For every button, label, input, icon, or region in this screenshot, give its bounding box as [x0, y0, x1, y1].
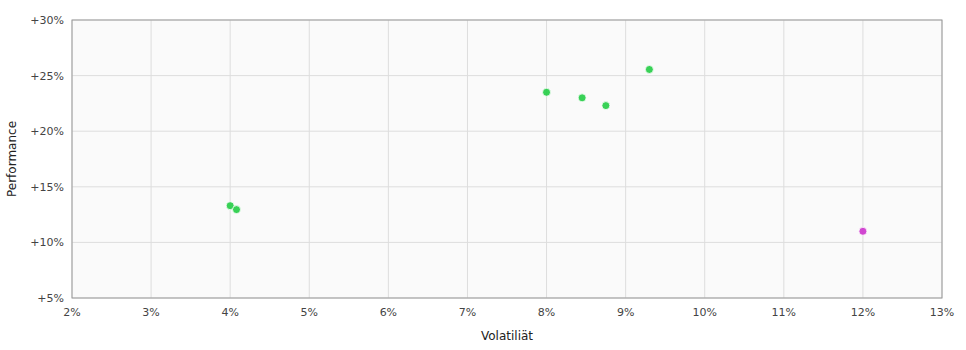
scatter-point	[602, 102, 610, 110]
x-grid-line	[151, 20, 152, 298]
x-grid-line	[625, 20, 626, 298]
y-tick-label: +10%	[30, 236, 64, 249]
x-grid-line	[388, 20, 389, 298]
y-grid-line	[72, 131, 942, 132]
x-tick-label: 4%	[221, 306, 238, 319]
x-grid-line	[783, 20, 784, 298]
x-tick-label: 12%	[851, 306, 875, 319]
y-tick-label: +5%	[37, 292, 64, 305]
x-grid-line	[546, 20, 547, 298]
grid	[72, 20, 942, 298]
x-tick-label: 9%	[617, 306, 634, 319]
series	[859, 227, 867, 235]
y-axis-label: Performance	[5, 121, 19, 197]
plot-background	[72, 20, 942, 298]
y-tick-label: +25%	[30, 70, 64, 83]
x-tick-label: 13%	[930, 306, 954, 319]
data-points	[226, 65, 867, 235]
scatter-point	[859, 227, 867, 235]
x-tick-label: 7%	[459, 306, 476, 319]
x-tick-label: 11%	[772, 306, 796, 319]
x-grid-line	[862, 20, 863, 298]
x-grid-line	[230, 20, 231, 298]
scatter-point	[543, 88, 551, 96]
y-grid-line	[72, 186, 942, 187]
x-grid-line	[309, 20, 310, 298]
scatter-point	[578, 94, 586, 102]
x-grid-line	[467, 20, 468, 298]
y-tick-label: +15%	[30, 181, 64, 194]
y-tick-label: +30%	[30, 14, 64, 27]
tick-labels: 2% 3% 4% 5% 6% 7% 8% 9% 10% 11% 12% 13% +5% +10% +15% +…	[30, 14, 954, 319]
plot-frame	[72, 20, 942, 298]
y-grid-line	[72, 242, 942, 243]
y-tick-label: +20%	[30, 125, 64, 138]
x-tick-label: 5%	[301, 306, 318, 319]
x-tick-label: 6%	[380, 306, 397, 319]
x-axis-label: Volatiliät	[481, 329, 533, 343]
x-tick-label: 8%	[538, 306, 555, 319]
x-tick-label: 3%	[142, 306, 159, 319]
chart-container: 2% 3% 4% 5% 6% 7% 8% 9% 10% 11% 12% 13% +5% +10% +15% +…	[0, 0, 966, 350]
x-grid-line	[704, 20, 705, 298]
scatter-point	[645, 65, 653, 73]
scatter-point	[233, 206, 241, 214]
series	[226, 65, 653, 213]
chart-svg: 2% 3% 4% 5% 6% 7% 8% 9% 10% 11% 12% 13% +5% +10% +15% +…	[0, 0, 966, 350]
x-tick-label: 10%	[693, 306, 717, 319]
x-tick-label: 2%	[63, 306, 80, 319]
y-grid-line	[72, 75, 942, 76]
